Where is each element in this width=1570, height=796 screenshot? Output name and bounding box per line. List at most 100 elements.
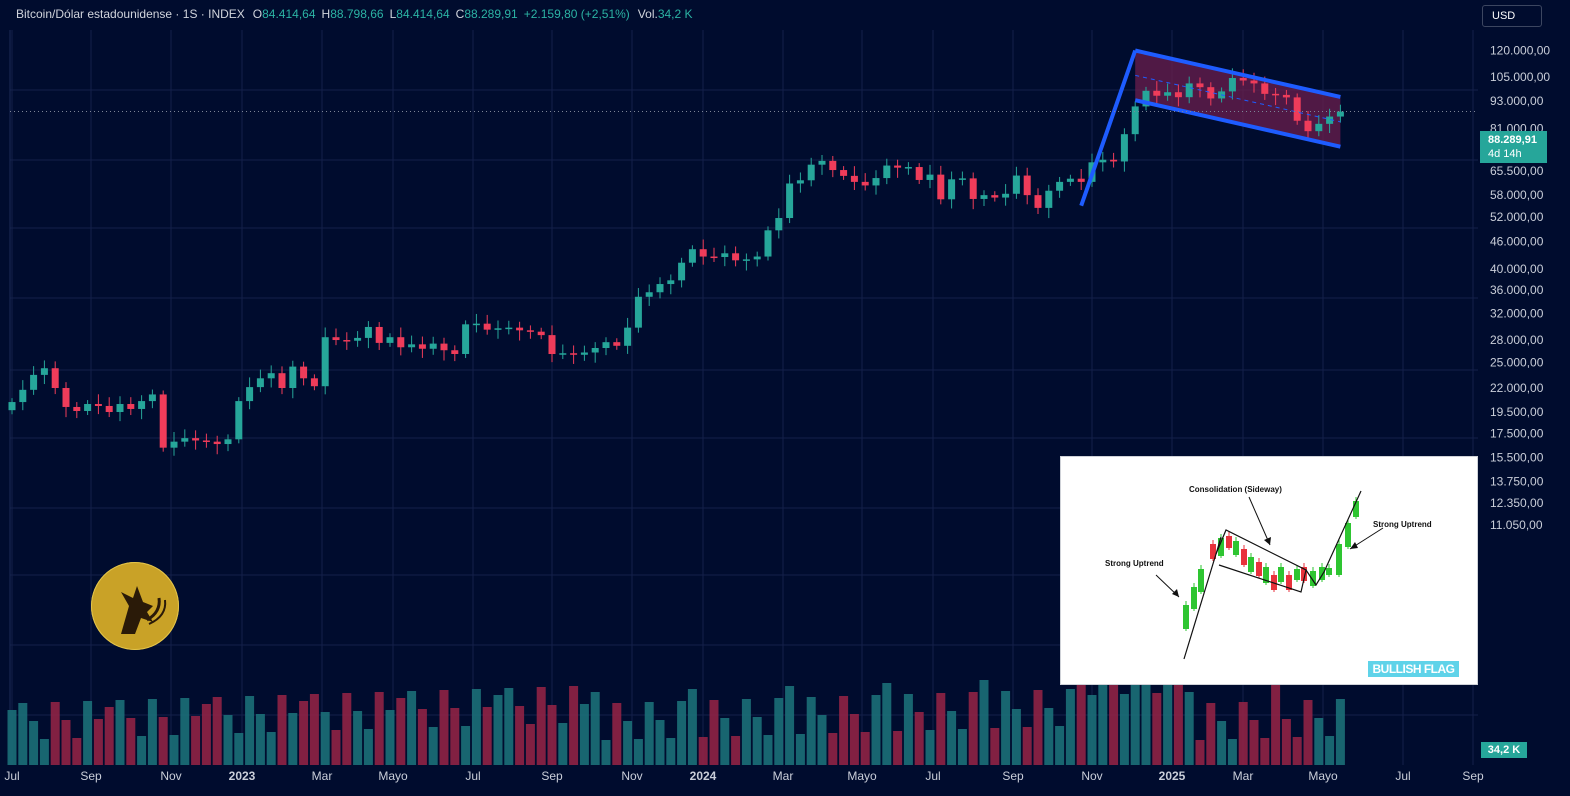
candle-body [1120, 134, 1128, 162]
inset-candle [1286, 575, 1292, 590]
volume-bar [39, 739, 49, 765]
y-axis-tick-label: 11.050,00 [1490, 518, 1543, 532]
y-axis-tick-label: 52.000,00 [1490, 210, 1544, 224]
volume-bar [299, 701, 309, 765]
volume-bar [795, 734, 805, 765]
y-axis-tick-label: 17.500,00 [1490, 427, 1544, 441]
volume-bar [471, 689, 481, 765]
currency-selector[interactable]: USD [1482, 5, 1542, 27]
flag-lower-trendline [1134, 98, 1341, 149]
volume-bar [860, 732, 870, 765]
volume-bar [1152, 693, 1162, 765]
candle-body [624, 327, 632, 346]
volume-bar [180, 698, 190, 765]
inset-candle [1210, 544, 1216, 559]
volume-bar [137, 736, 147, 765]
candle-body [807, 164, 815, 181]
volume-bar [169, 735, 179, 765]
volume-bar [741, 699, 751, 765]
candle-body [710, 256, 718, 259]
candle-body [1174, 92, 1182, 98]
anubis-logo-icon [121, 586, 167, 634]
inset-candle [1233, 541, 1239, 555]
volume-bar [957, 729, 967, 765]
candle-body [1131, 106, 1139, 135]
volume-bar [1314, 718, 1324, 765]
volume-bar [309, 694, 319, 765]
candle-body [1315, 123, 1323, 132]
volume-bar [655, 720, 665, 765]
symbol-header: Bitcoin/Dólar estadounidense · 1S · INDE… [16, 5, 699, 23]
volume-bar [1087, 695, 1097, 765]
consolidation-label: Consolidation (Sideway) [1189, 485, 1282, 494]
candle-body [429, 343, 437, 349]
candle-body [62, 388, 70, 407]
candle-body [19, 389, 27, 403]
volume-bar [666, 738, 676, 765]
volume-bar [720, 718, 730, 765]
candle-body [667, 280, 675, 285]
x-axis-tick-label: Mayo [847, 769, 877, 783]
flag-midline [1135, 74, 1341, 123]
volume-bar [774, 698, 784, 765]
volume-bar [1022, 727, 1032, 765]
flag-upper-trendline [1134, 48, 1341, 99]
volume-bar [277, 695, 287, 765]
candle-body [224, 439, 232, 445]
x-axis-tick-label: Jul [465, 769, 480, 783]
volume-bar [547, 705, 557, 765]
candle-body [1142, 90, 1150, 107]
inset-candle [1353, 501, 1359, 517]
inset-flag-outline [1183, 529, 1307, 660]
symbol-name[interactable]: Bitcoin/Dólar estadounidense · 1S · INDE… [16, 7, 245, 21]
volume-bar [903, 694, 913, 765]
volume-bar [731, 736, 741, 765]
volume-bar [979, 680, 989, 765]
candle-body [937, 174, 945, 200]
high-value: 88.798,66 [330, 7, 384, 21]
volume-bar [245, 696, 255, 765]
x-axis-tick-label: Mar [773, 769, 794, 783]
volume-bar [1130, 657, 1140, 765]
candle-body [1261, 83, 1269, 94]
candle-body [548, 335, 556, 355]
volume-bar [569, 686, 579, 765]
volume-bar [450, 708, 460, 765]
y-axis-tick-label: 105.000,00 [1490, 70, 1550, 84]
candle-body [1045, 190, 1053, 208]
volume-bar [806, 697, 816, 765]
x-axis-tick-label: 2025 [1159, 769, 1186, 783]
candle-body [678, 262, 686, 281]
volume-bar [947, 711, 957, 765]
volume-bar [849, 714, 859, 765]
volume-bar [644, 702, 654, 765]
x-axis-tick-label: Nov [621, 769, 642, 783]
candle-body [1002, 193, 1010, 198]
candle-body [850, 175, 858, 182]
candle-body [170, 441, 178, 448]
volume-bar [785, 686, 795, 765]
volume-bar [1119, 694, 1129, 765]
volume-bar [417, 709, 427, 765]
candle-body [991, 195, 999, 198]
candle-body [159, 394, 167, 448]
volume-bar [515, 706, 525, 765]
bullish-flag-illustration: Consolidation (Sideway) Strong Uptrend S… [1060, 456, 1478, 685]
candle-body [364, 326, 372, 338]
candle-body [721, 253, 729, 258]
volume-bar [1281, 719, 1291, 765]
y-axis-tick-label: 28.000,00 [1490, 333, 1544, 347]
candle-body [732, 253, 740, 261]
candle-body [764, 230, 772, 257]
volume-bar [439, 690, 449, 765]
volume-bar [1325, 736, 1335, 765]
volume-bar [1260, 738, 1270, 765]
volume-bar [50, 702, 60, 765]
volume-bar [1238, 702, 1248, 765]
candle-body [948, 179, 956, 200]
candle-body [375, 326, 383, 343]
volume-bar [839, 696, 849, 765]
volume-bar [482, 707, 492, 765]
volume-bar [158, 717, 168, 765]
